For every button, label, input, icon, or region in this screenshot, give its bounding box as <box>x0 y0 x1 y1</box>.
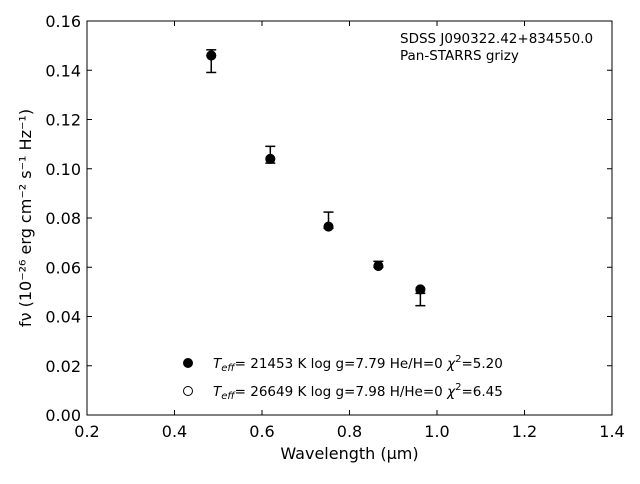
y-tick-label: 0.00 <box>45 406 81 425</box>
x-tick-label: 1.2 <box>512 422 537 441</box>
y-tick-label: 0.10 <box>45 160 81 179</box>
y-tick-label: 0.16 <box>45 12 81 31</box>
data-point-open <box>323 221 334 232</box>
legend-marker-filled <box>183 358 193 368</box>
y-tick-label: 0.06 <box>45 258 81 277</box>
annotation-line-2: Pan-STARRS grizy <box>400 48 519 64</box>
legend-marker-open <box>183 386 193 396</box>
x-tick-label: 0.6 <box>249 422 274 441</box>
y-tick-label: 0.12 <box>45 111 81 130</box>
data-point-open <box>415 284 426 295</box>
annotation-line-1: SDSS J090322.42+834550.0 <box>400 31 593 47</box>
y-tick-label: 0.08 <box>45 209 81 228</box>
y-tick-label: 0.14 <box>45 61 81 80</box>
legend: Teff= 21453 K log g=7.79 He/H=0 χ2=5.20 T… <box>183 354 503 402</box>
y-tick-label: 0.04 <box>45 308 81 327</box>
data-point-open <box>265 153 276 164</box>
x-tick-label: 1.4 <box>599 422 624 441</box>
y-tick-label: 0.02 <box>45 357 81 376</box>
data-point-open <box>373 261 384 272</box>
x-axis-label: Wavelength (μm) <box>280 444 418 463</box>
data-point-open <box>206 50 217 61</box>
x-tick-label: 0.4 <box>162 422 187 441</box>
legend-label: Teff= 21453 K log g=7.79 He/H=0 χ2=5.20 <box>213 354 503 374</box>
y-axis-label: fν (10⁻²⁶ erg cm⁻² s⁻¹ Hz⁻¹) <box>16 109 35 327</box>
x-tick-label: 0.2 <box>74 422 99 441</box>
x-tick-label: 1.0 <box>424 422 449 441</box>
x-tick-label: 0.8 <box>337 422 362 441</box>
legend-label: Teff= 26649 K log g=7.98 H/He=0 χ2=6.45 <box>213 382 503 402</box>
